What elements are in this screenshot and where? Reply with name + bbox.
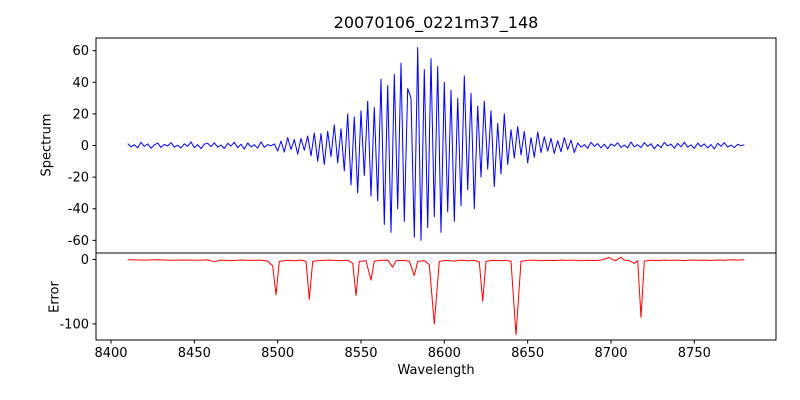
- x-tick-label: 8750: [678, 346, 711, 361]
- spectrum-y-tick-label: 40: [72, 76, 89, 91]
- spectrum-y-tick-label: -40: [68, 202, 89, 217]
- spectrum-y-tick-label: 0: [81, 139, 89, 154]
- error-ylabel: Error: [47, 281, 63, 313]
- spectrum-y-tick-label: 60: [72, 44, 89, 59]
- x-tick-label: 8400: [94, 346, 127, 361]
- error-axes-frame: [95, 252, 777, 341]
- spectrum-ylabel: Spectrum: [39, 113, 55, 177]
- x-tick-label: 8700: [594, 346, 627, 361]
- error-y-tick-label: 0: [81, 253, 89, 268]
- x-tick-label: 8550: [344, 346, 377, 361]
- chart-title: 20070106_0221m37_148: [333, 13, 539, 32]
- error-y-tick-label: -100: [59, 317, 89, 332]
- x-tick-label: 8600: [428, 346, 461, 361]
- spectrum-y-tick-label: -20: [68, 171, 89, 186]
- spectrum-line: [127, 47, 745, 241]
- x-tick-label: 8650: [511, 346, 544, 361]
- x-axis-label: Wavelength: [397, 363, 475, 378]
- spectrum-y-tick-label: -60: [68, 234, 89, 249]
- x-tick-label: 8450: [178, 346, 211, 361]
- spectrum-y-tick-label: 20: [72, 107, 89, 122]
- error-line: [127, 256, 745, 336]
- x-tick-label: 8500: [261, 346, 294, 361]
